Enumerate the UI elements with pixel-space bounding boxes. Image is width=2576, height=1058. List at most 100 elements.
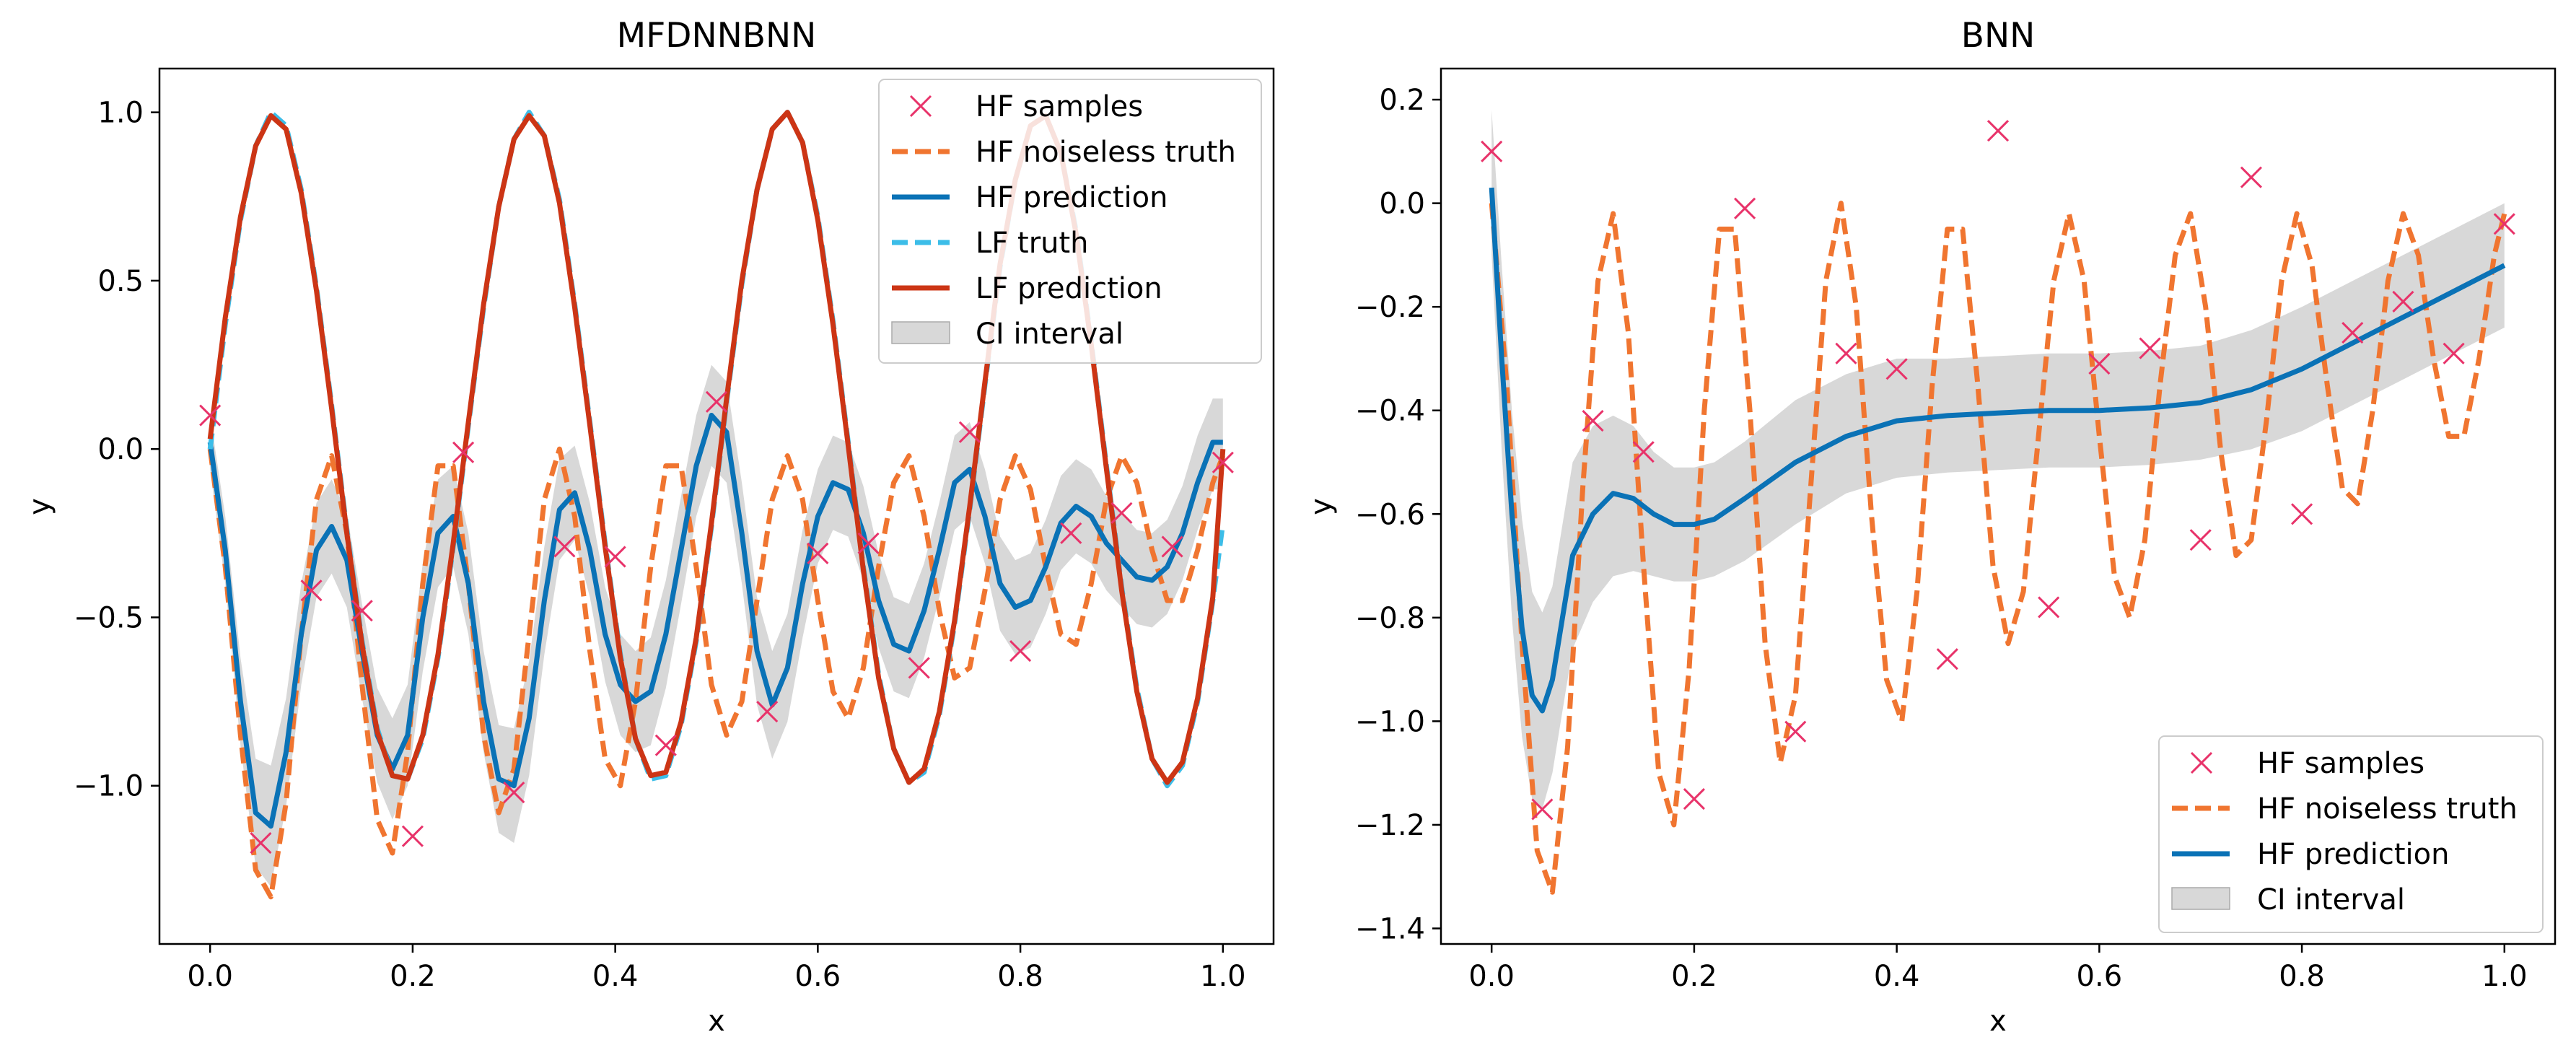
left-plot-ticks: 0.0 0.2 0.4 0.6 0.8 1.0 1.0 0.5 0.0 −0.5 −1.0: [74, 97, 1246, 993]
y-tick-label: 0.5: [97, 265, 144, 298]
hf-sample-point: [958, 421, 981, 443]
legend-label-hf-samples: HF samples: [2257, 747, 2424, 780]
y-tick-label: 1.0: [97, 97, 144, 130]
legend-label-lf-truth: LF truth: [976, 227, 1089, 260]
right-plot-data: [1481, 110, 2515, 895]
hf-sample-point: [1734, 197, 1756, 219]
y-tick-label: −0.4: [1355, 395, 1425, 428]
right-plot-ylabel: y: [1305, 498, 1338, 515]
hf-sample-point: [1060, 522, 1082, 544]
legend-marker-hf-samples: [2190, 751, 2213, 774]
hf-sample-point: [1632, 441, 1655, 463]
x-tick-label: 1.0: [2481, 960, 2528, 993]
right-plot-frame: [1440, 67, 2557, 945]
hf-sample-point: [1009, 640, 1032, 663]
hf-sample-point: [604, 546, 626, 568]
hf-sample-point: [2088, 353, 2111, 375]
x-tick-label: 0.0: [1468, 960, 1515, 993]
hf-sample-point: [1936, 648, 1958, 670]
hf-sample-point: [2443, 342, 2465, 364]
series-hf-noiseless-truth: [1489, 201, 2507, 895]
y-tick-label: −0.6: [1355, 498, 1425, 531]
legend-frame: [2158, 735, 2544, 933]
y-tick-label: −1.0: [1355, 705, 1425, 738]
hf-sample-point: [2392, 290, 2414, 313]
x-tick-label: 0.4: [592, 960, 639, 993]
legend-label-hf-prediction: HF prediction: [976, 181, 1167, 214]
hf-sample-point: [654, 734, 677, 756]
hf-sample-point: [1481, 140, 1503, 162]
x-tick-label: 0.6: [2077, 960, 2123, 993]
right-plot-title: BNN: [1961, 16, 2036, 56]
x-tick-label: 0.4: [1874, 960, 1920, 993]
right-plot: BNN 0.0 0.2 0.4 0.6 0.8 1.0 0.2 0.0 −0.2 −0.4 −0.6…: [1305, 16, 2557, 1038]
x-tick-label: 0.8: [997, 960, 1043, 993]
hf-sample-point: [1110, 502, 1133, 524]
x-tick-label: 0.2: [1671, 960, 1717, 993]
legend-label-hf-samples: HF samples: [976, 90, 1143, 123]
hf-sample-point: [1835, 342, 1857, 364]
hf-sample-point: [300, 580, 323, 602]
x-tick-label: 0.8: [2279, 960, 2325, 993]
hf-sample-point: [857, 532, 880, 554]
x-tick-label: 1.0: [1200, 960, 1246, 993]
hf-sample-point: [2038, 596, 2060, 618]
left-plot-xlabel: x: [708, 1005, 725, 1038]
y-tick-label: −1.4: [1355, 912, 1425, 945]
hf-sample-point: [452, 441, 475, 463]
left-plot-title: MFDNNBNN: [617, 16, 817, 56]
hf-sample-point: [2493, 213, 2515, 235]
right-plot-legend: HF samples HF noiseless truth HF predict…: [2158, 735, 2544, 933]
series-hf-prediction: [1489, 187, 2506, 714]
left-plot: MFDNNBNN 0.0 0.2 0.4 0.6 0.8 1.0 1.0 0.5 0.0 −0.5…: [23, 16, 1275, 1038]
hf-sample-point: [503, 781, 525, 804]
legend-marker-hf-samples: [909, 95, 932, 118]
y-tick-label: −0.2: [1355, 291, 1425, 324]
hf-sample-point: [807, 542, 829, 564]
hf-sample-point: [2189, 529, 2212, 551]
hf-sample-point: [401, 825, 424, 847]
left-plot-frame: [158, 67, 1275, 945]
legend-label-hf-truth: HF noiseless truth: [976, 136, 1236, 169]
hf-sample-point: [250, 831, 272, 854]
legend-label-hf-prediction: HF prediction: [2257, 838, 2449, 871]
y-tick-label: −1.2: [1355, 809, 1425, 842]
left-plot-ylabel: y: [23, 498, 56, 515]
x-tick-label: 0.2: [390, 960, 436, 993]
y-tick-label: 0.2: [1379, 84, 1425, 117]
legend-swatch-ci: [2171, 887, 2230, 910]
left-plot-legend: HF samples HF noiseless truth HF predict…: [878, 79, 1262, 364]
hf-sample-point: [1212, 451, 1234, 473]
ci-band: [1491, 110, 2505, 810]
legend-label-ci: CI interval: [976, 318, 1123, 351]
hf-sample-point: [1986, 120, 2010, 142]
hf-sample-point: [2291, 503, 2313, 525]
hf-sample-point: [199, 404, 222, 427]
hf-sample-point: [2139, 337, 2161, 359]
y-tick-label: −0.5: [74, 601, 144, 634]
hf-sample-point: [1161, 535, 1183, 558]
legend-label-ci: CI interval: [2257, 883, 2405, 917]
right-plot-ticks: 0.0 0.2 0.4 0.6 0.8 1.0 0.2 0.0 −0.2 −0.4 −0.6 −0.8…: [1355, 84, 2528, 993]
x-tick-label: 0.0: [187, 960, 233, 993]
hf-sample-point: [705, 390, 728, 413]
hf-sample-point: [2341, 321, 2364, 344]
hf-sample-point: [1683, 787, 1705, 810]
hf-sample-point: [2240, 166, 2262, 188]
legend-label-lf-prediction: LF prediction: [976, 272, 1162, 305]
right-plot-xlabel: x: [1989, 1005, 2007, 1038]
hf-sample-point: [1531, 798, 1554, 821]
series-hf-noiseless-truth: [207, 446, 1226, 900]
x-tick-label: 0.6: [795, 960, 841, 993]
hf-sample-point: [756, 701, 779, 723]
hf-sample-point: [553, 535, 576, 558]
y-tick-label: −0.8: [1355, 602, 1425, 635]
hf-sample-point: [908, 657, 930, 679]
y-tick-label: 0.0: [1379, 188, 1425, 221]
y-tick-label: 0.0: [97, 433, 144, 466]
hf-sample-point: [1784, 720, 1807, 743]
y-tick-label: −1.0: [74, 770, 144, 803]
hf-sample-point: [351, 600, 373, 622]
hf-sample-point: [1582, 410, 1604, 432]
